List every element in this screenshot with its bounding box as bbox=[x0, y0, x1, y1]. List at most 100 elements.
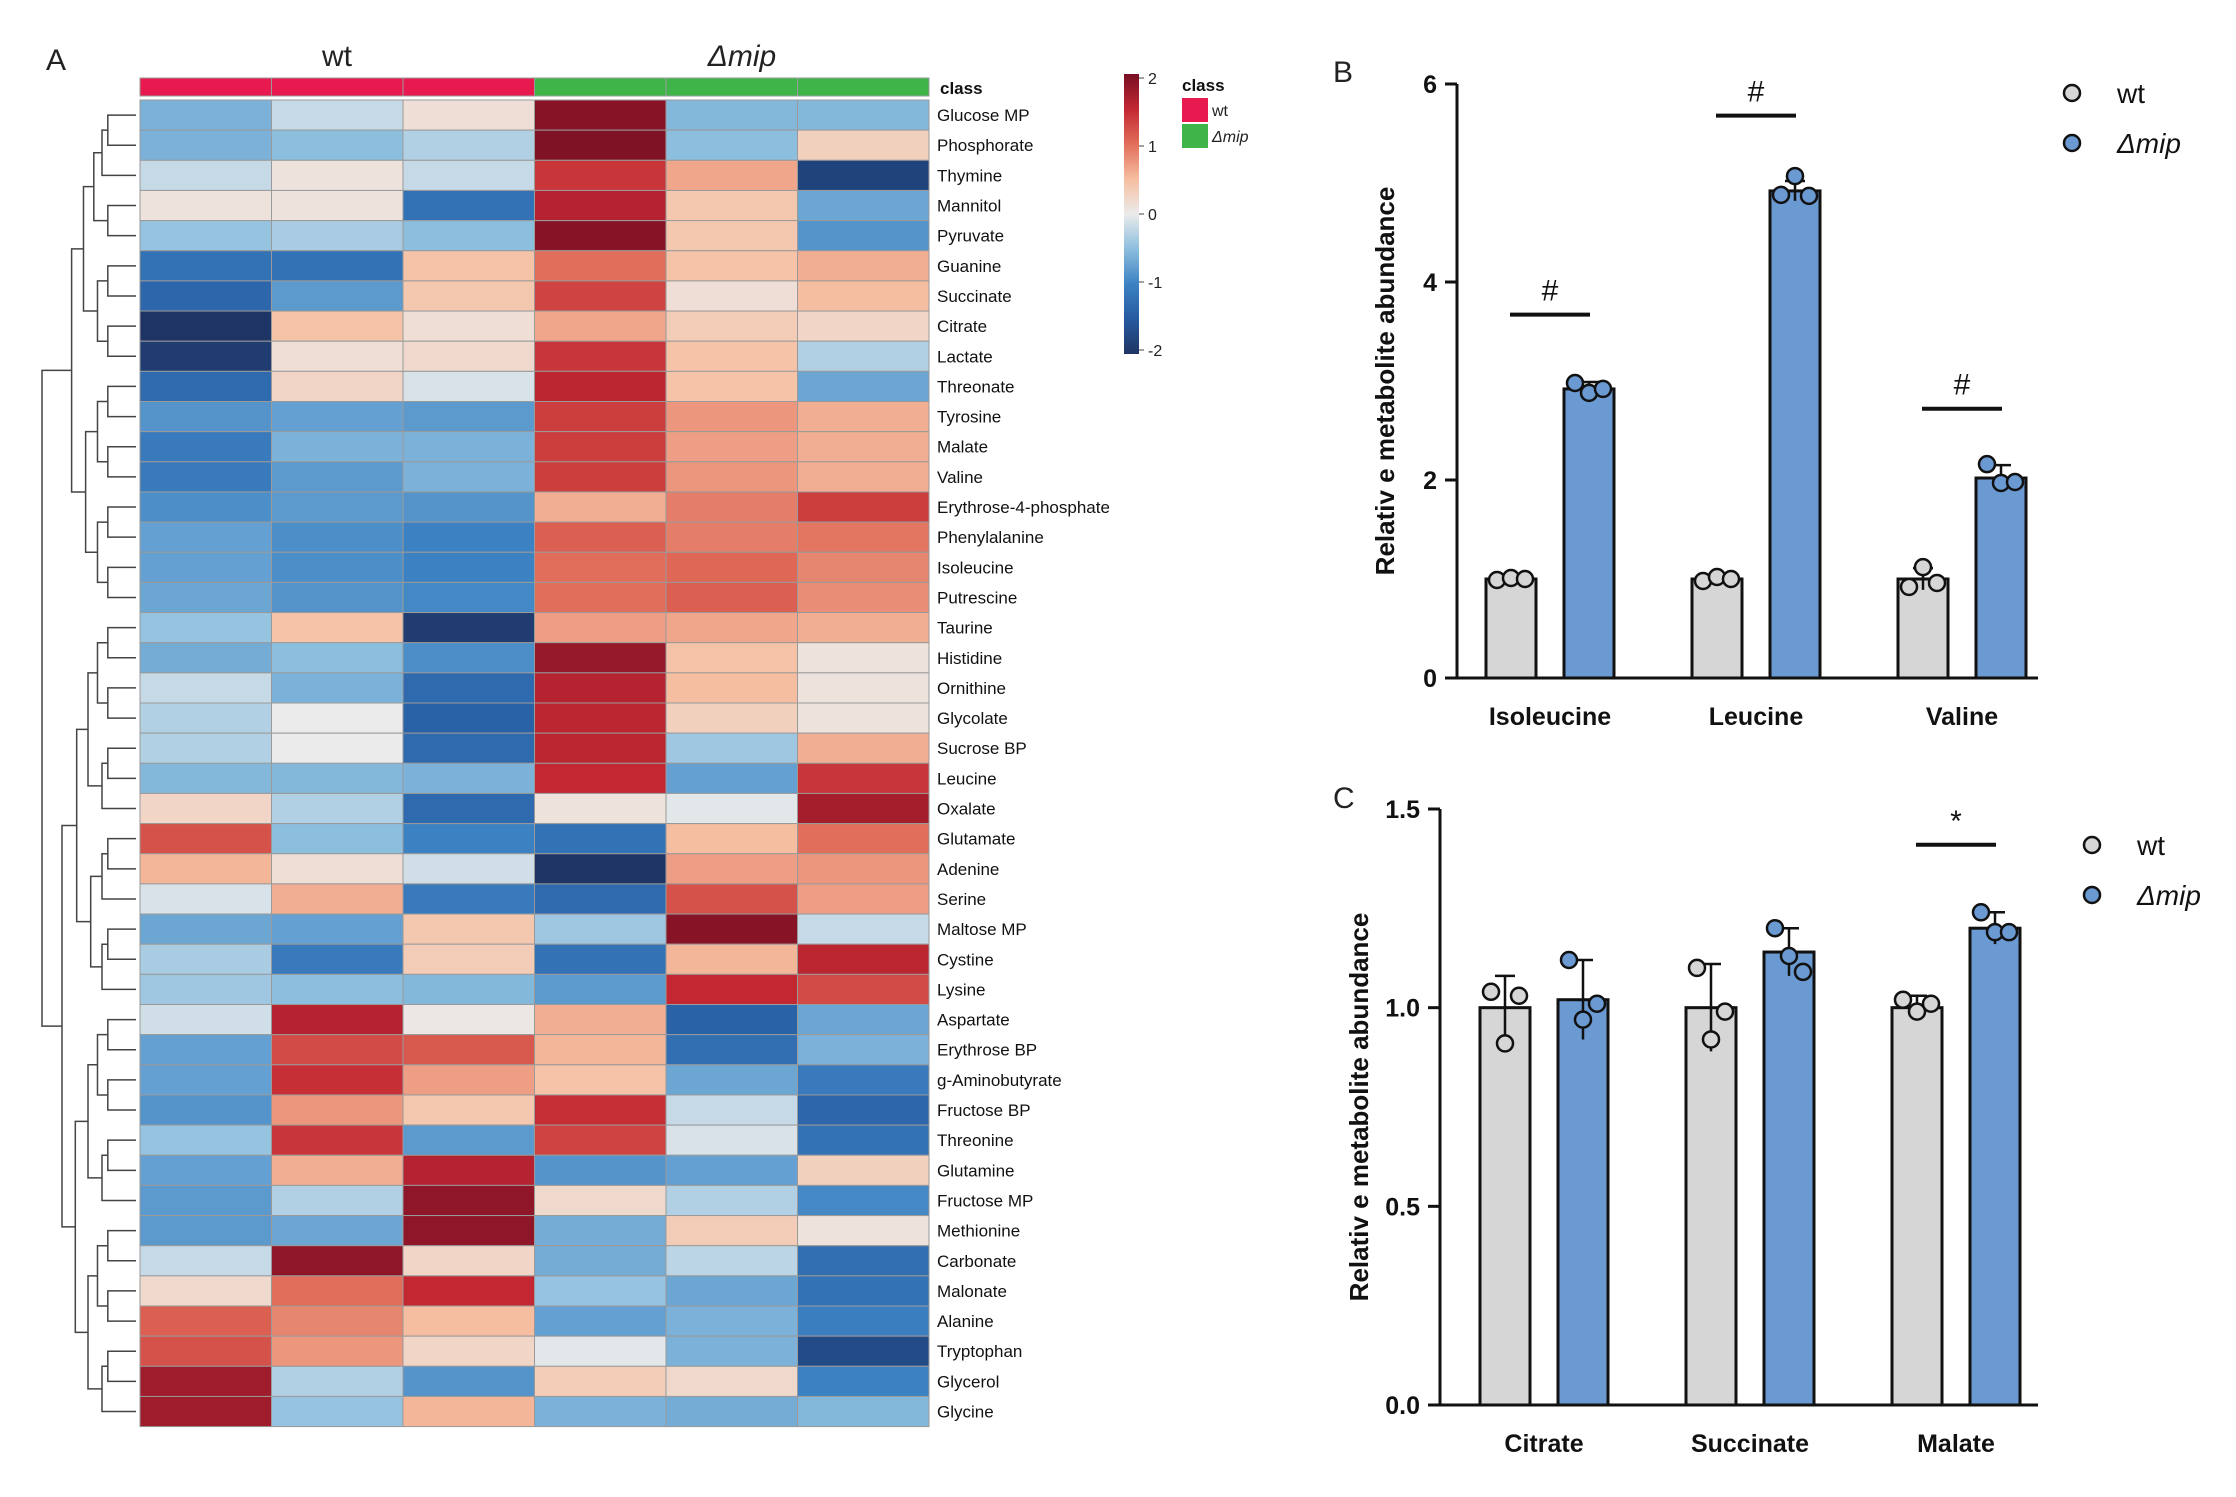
heatmap-cell bbox=[271, 1335, 404, 1367]
data-point bbox=[1893, 990, 1913, 1009]
class-legend-label: wt bbox=[1211, 103, 1229, 120]
heatmap-cell bbox=[665, 1245, 798, 1277]
heatmap-cell bbox=[665, 1094, 798, 1126]
heatmap-cell bbox=[797, 642, 930, 674]
heatmap-cell bbox=[797, 280, 930, 312]
legend-marker bbox=[2062, 133, 2082, 153]
dendrogram-branch bbox=[107, 1079, 136, 1111]
legend-marker bbox=[2082, 835, 2102, 855]
y-tick-label: 0 bbox=[1423, 665, 1437, 693]
dendrogram-branch bbox=[107, 385, 136, 418]
heatmap-row-label: Putrescine bbox=[937, 588, 1017, 607]
panel-label-a: A bbox=[46, 44, 66, 77]
class-annotation-bar bbox=[139, 77, 930, 97]
heatmap-cell bbox=[139, 1004, 272, 1036]
heatmap-cell bbox=[139, 1124, 272, 1156]
heatmap-row-label: Malonate bbox=[937, 1282, 1007, 1301]
heatmap-cell bbox=[534, 762, 667, 794]
heatmap-cell bbox=[271, 340, 404, 372]
heatmap-cell bbox=[139, 973, 272, 1005]
heatmap-cell bbox=[139, 280, 272, 312]
data-point bbox=[1907, 1002, 1927, 1021]
heatmap-row-label: Threonine bbox=[937, 1131, 1014, 1150]
heatmap-cell bbox=[665, 973, 798, 1005]
heatmap-cell bbox=[139, 1335, 272, 1367]
heatmap-cell bbox=[402, 672, 535, 704]
y-tick-label: 6 bbox=[1423, 71, 1437, 99]
data-point bbox=[1559, 950, 1579, 970]
heatmap-cell bbox=[139, 461, 272, 493]
heatmap-cell bbox=[139, 943, 272, 975]
significance-marker: # bbox=[1954, 369, 1971, 402]
bar bbox=[1974, 476, 2028, 680]
heatmap-cell bbox=[534, 280, 667, 312]
y-tick-label: 0.0 bbox=[1385, 1392, 1420, 1420]
heatmap-cell bbox=[139, 1395, 272, 1428]
legend-marker bbox=[2082, 885, 2102, 905]
heatmap-row-label: Taurine bbox=[937, 619, 993, 638]
dendrogram-branch bbox=[107, 747, 136, 780]
heatmap-cell bbox=[271, 883, 404, 915]
heatmap-cell bbox=[534, 99, 667, 131]
heatmap-cell bbox=[665, 189, 798, 222]
heatmap-cell bbox=[665, 642, 798, 674]
heatmap-row-label: Fructose MP bbox=[937, 1191, 1033, 1210]
dendrogram-branch bbox=[107, 204, 136, 237]
heatmap-cell bbox=[271, 1034, 404, 1066]
heatmap-row-label: Alanine bbox=[937, 1312, 994, 1331]
heatmap-cell bbox=[402, 1064, 535, 1096]
heatmap-cell bbox=[402, 220, 535, 252]
legend-label: Δmip bbox=[2116, 128, 2181, 159]
heatmap-cell bbox=[402, 310, 535, 342]
heatmap-cell bbox=[271, 1215, 404, 1247]
heatmap-cell bbox=[665, 250, 798, 282]
heatmap-cell bbox=[797, 732, 930, 764]
dendrogram-branch bbox=[107, 265, 136, 297]
heatmap-cell bbox=[402, 732, 535, 764]
heatmap-cell bbox=[139, 792, 272, 825]
color-scale-tick-label: 2 bbox=[1148, 71, 1157, 88]
dendrogram-branch bbox=[107, 114, 136, 146]
bar bbox=[1478, 1006, 1532, 1407]
heatmap-cell bbox=[797, 1275, 930, 1307]
heatmap-cell bbox=[271, 943, 404, 975]
heatmap-row-label: Glycerol bbox=[937, 1372, 999, 1391]
heatmap-cell bbox=[534, 732, 667, 764]
heatmap-cell bbox=[797, 189, 930, 222]
heatmap-cell bbox=[665, 551, 798, 583]
heatmap-cell bbox=[402, 883, 535, 915]
heatmap-row-label: Glycine bbox=[937, 1403, 994, 1422]
heatmap-cell bbox=[271, 853, 404, 885]
heatmap-row-label: Histidine bbox=[937, 649, 1002, 668]
dendrogram-branch bbox=[87, 1064, 102, 1179]
heatmap-cell bbox=[271, 99, 404, 131]
heatmap-cell bbox=[534, 943, 667, 975]
heatmap-cell bbox=[402, 431, 535, 463]
heatmap-cell bbox=[665, 1004, 798, 1036]
heatmap-cell bbox=[665, 1184, 798, 1217]
heatmap-cell bbox=[139, 340, 272, 372]
heatmap-cell bbox=[271, 310, 404, 342]
heatmap-row-label: Ornithine bbox=[937, 679, 1006, 698]
dendrogram-branch bbox=[96, 1033, 108, 1096]
heatmap-cell bbox=[402, 491, 535, 523]
heatmap-cell bbox=[665, 1215, 798, 1247]
heatmap-cell bbox=[271, 189, 404, 222]
heatmap-cell bbox=[797, 1184, 930, 1217]
heatmap-cell bbox=[139, 1154, 272, 1186]
heatmap-cell bbox=[665, 943, 798, 975]
heatmap-cell bbox=[534, 370, 667, 403]
data-point bbox=[1565, 373, 1585, 393]
heatmap-cell bbox=[534, 672, 667, 704]
heatmap-cell bbox=[271, 762, 404, 794]
heatmap-cell bbox=[271, 612, 404, 644]
heatmap-row-label: Citrate bbox=[937, 317, 987, 336]
heatmap-cell bbox=[797, 943, 930, 975]
dendrogram-branch bbox=[96, 521, 108, 584]
heatmap-cell bbox=[797, 431, 930, 463]
heatmap-cell bbox=[139, 1034, 272, 1066]
heatmap-cell bbox=[665, 1365, 798, 1397]
heatmap-cell bbox=[665, 732, 798, 764]
heatmap-row-label: Malate bbox=[937, 438, 988, 457]
heatmap-cell bbox=[797, 310, 930, 342]
